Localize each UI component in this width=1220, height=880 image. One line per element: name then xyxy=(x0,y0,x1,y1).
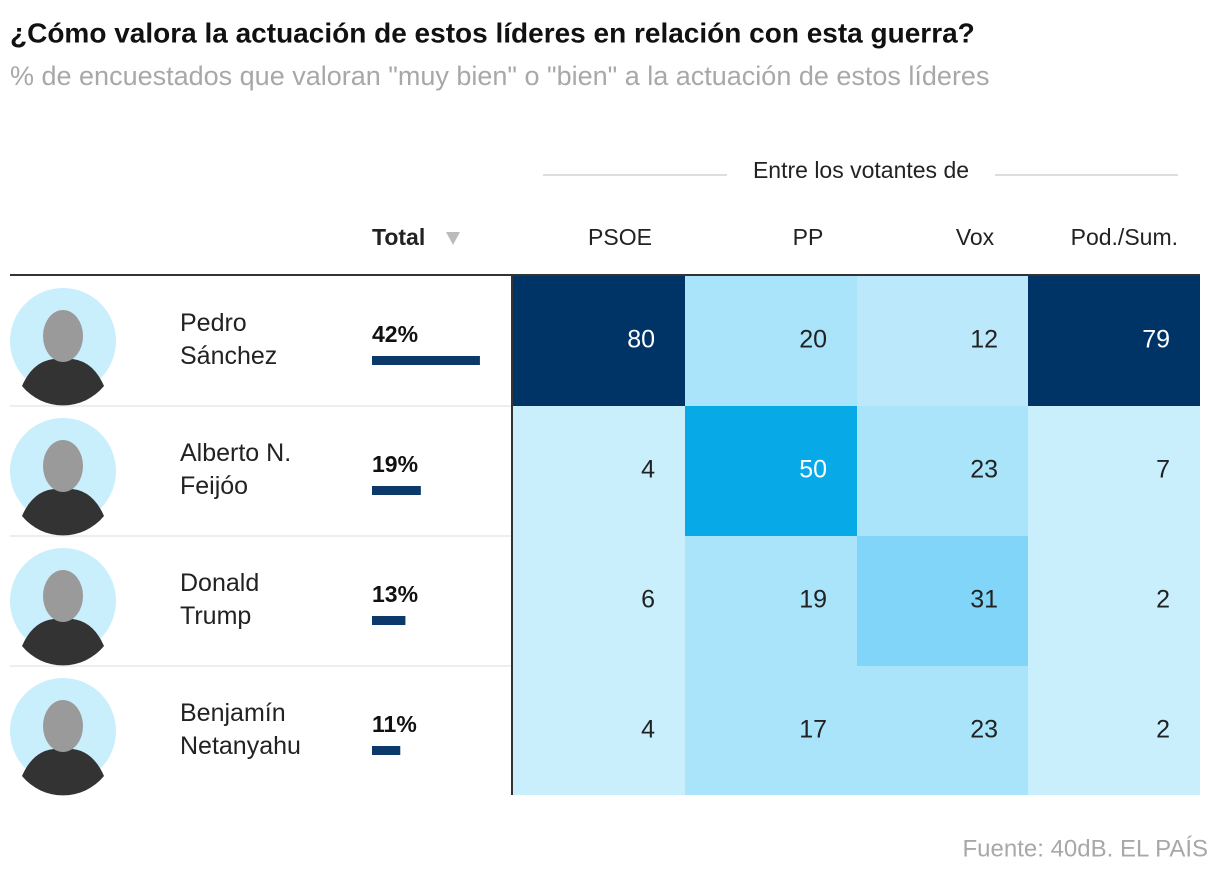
heat-cell xyxy=(685,406,857,536)
heat-cell xyxy=(685,276,857,406)
heat-cell xyxy=(685,666,857,795)
heat-cell xyxy=(1028,536,1200,666)
total-bar xyxy=(372,746,401,755)
portrait-face xyxy=(43,700,83,752)
leader-name: Donald Trump xyxy=(180,569,259,630)
heat-cell xyxy=(1028,276,1200,406)
name-line: Trump xyxy=(180,602,251,630)
heat-cell xyxy=(1028,666,1200,795)
column-header: PSOE xyxy=(588,224,652,250)
cell-value: 31 xyxy=(970,586,998,614)
total-bar xyxy=(372,356,480,365)
cell-value: 23 xyxy=(970,456,998,484)
name-line: Sánchez xyxy=(180,342,277,370)
column-header: Total xyxy=(372,224,425,250)
cell-value: 2 xyxy=(1156,716,1170,744)
cell-value: 2 xyxy=(1156,586,1170,614)
column-header: Pod./Sum. xyxy=(1071,224,1178,250)
subtitle: % de encuestados que valoran "muy bien" … xyxy=(10,61,989,91)
heat-cell xyxy=(513,276,685,406)
name-line: Feijóo xyxy=(180,472,248,500)
portrait-face xyxy=(43,310,83,362)
total-label: 19% xyxy=(372,451,418,477)
heat-cell xyxy=(513,406,685,536)
sort-icon xyxy=(446,232,460,245)
name-line: Benjamín xyxy=(180,699,286,727)
total-label: 42% xyxy=(372,321,418,347)
name-line: Donald xyxy=(180,569,259,597)
name-line: Alberto N. xyxy=(180,439,291,467)
cell-value: 50 xyxy=(799,456,827,484)
cell-value: 17 xyxy=(799,716,827,744)
name-line: Pedro xyxy=(180,309,247,337)
heat-cell xyxy=(513,536,685,666)
heat-cell xyxy=(857,406,1028,536)
cell-value: 4 xyxy=(641,716,655,744)
column-header: Vox xyxy=(956,224,995,250)
cell-value: 7 xyxy=(1156,456,1170,484)
cell-value: 79 xyxy=(1142,326,1170,354)
leader-name: Benjamín Netanyahu xyxy=(180,699,301,760)
name-line: Netanyahu xyxy=(180,732,301,760)
cell-value: 4 xyxy=(641,456,655,484)
heat-cell xyxy=(685,536,857,666)
group-label: Entre los votantes de xyxy=(753,157,969,183)
title: ¿Cómo valora la actuación de estos líder… xyxy=(10,17,975,48)
total-label: 11% xyxy=(372,711,417,737)
total-bar xyxy=(372,616,406,625)
column-header: PP xyxy=(793,224,824,250)
leader-name: Alberto N. Feijóo xyxy=(180,439,291,500)
portrait-figure xyxy=(22,488,104,536)
portrait-figure xyxy=(22,618,104,666)
cell-value: 80 xyxy=(627,326,655,354)
total-bar xyxy=(372,486,421,495)
portrait-face xyxy=(43,440,83,492)
cell-value: 12 xyxy=(970,326,998,354)
heat-cell xyxy=(857,276,1028,406)
source: Fuente: 40dB. EL PAÍS xyxy=(963,835,1208,862)
portrait-face xyxy=(43,570,83,622)
heat-cell xyxy=(857,666,1028,795)
portrait-figure xyxy=(22,358,104,406)
cell-value: 6 xyxy=(641,586,655,614)
heat-cell xyxy=(1028,406,1200,536)
leader-name: Pedro Sánchez xyxy=(180,309,277,370)
portrait-figure xyxy=(22,748,104,796)
total-label: 13% xyxy=(372,581,418,607)
cell-value: 20 xyxy=(799,326,827,354)
cell-value: 19 xyxy=(799,586,827,614)
table-body: Total PSOE PP Vox Pod./Sum. 80 20 12 79 Pedro Sánc… xyxy=(10,224,1200,796)
cell-value: 23 xyxy=(970,716,998,744)
heat-cell xyxy=(513,666,685,795)
heat-cell xyxy=(857,536,1028,666)
